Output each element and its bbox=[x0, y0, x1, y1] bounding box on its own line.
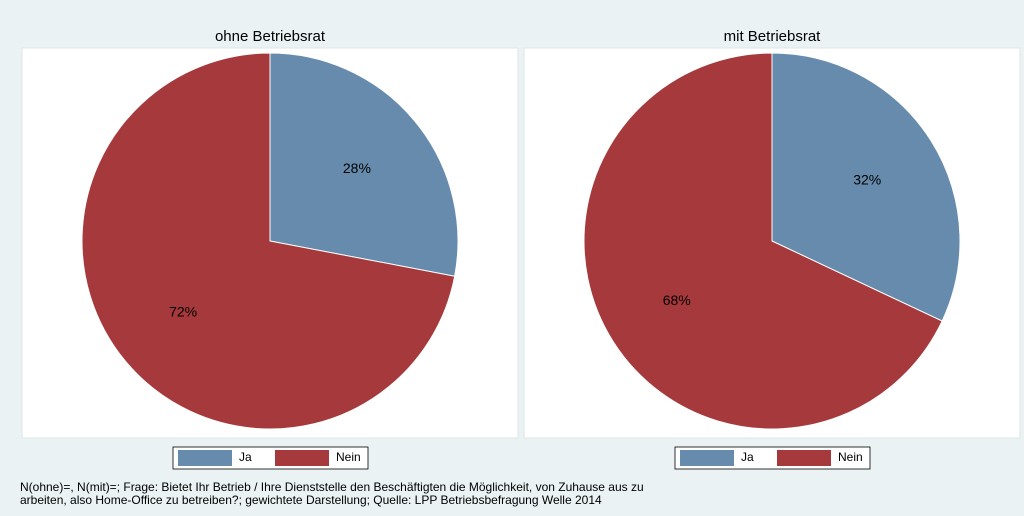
slice-label: 68% bbox=[663, 292, 691, 308]
legend-label: Nein bbox=[838, 450, 863, 464]
legend-swatch bbox=[275, 450, 329, 466]
legend-label: Nein bbox=[336, 450, 361, 464]
legend-swatch bbox=[777, 450, 831, 466]
pie-slice bbox=[771, 52, 961, 322]
legend-swatch bbox=[680, 450, 734, 466]
panel-title: ohne Betriebsrat bbox=[215, 28, 326, 45]
legend-label: Ja bbox=[239, 450, 252, 464]
panel-title: mit Betriebsrat bbox=[724, 28, 822, 45]
footnote: N(ohne)=, N(mit)=; Frage: Bietet Ihr Bet… bbox=[20, 480, 644, 494]
slice-label: 28% bbox=[343, 160, 371, 176]
footnote: arbeiten, also Home-Office zu betreiben?… bbox=[20, 493, 602, 507]
pie-slice bbox=[81, 52, 456, 430]
slice-label: 32% bbox=[853, 171, 881, 187]
pie-slice bbox=[269, 52, 459, 277]
slice-label: 72% bbox=[169, 304, 197, 320]
legend-label: Ja bbox=[741, 450, 754, 464]
pie-slice bbox=[583, 52, 943, 430]
legend-swatch bbox=[178, 450, 232, 466]
